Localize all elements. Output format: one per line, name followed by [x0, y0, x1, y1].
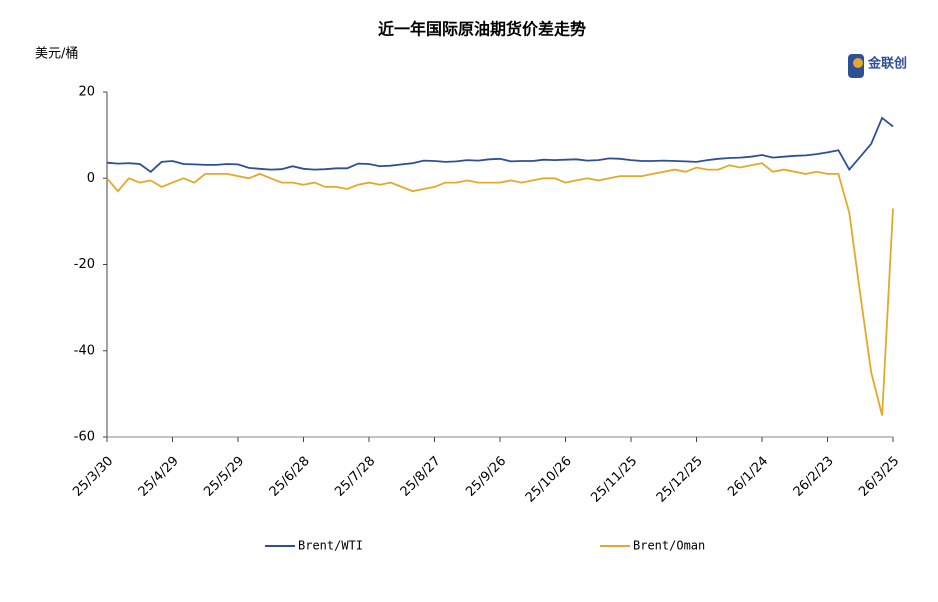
y-tick-label: -40 [74, 343, 95, 358]
x-tick-label: 25/12/25 [654, 454, 706, 506]
y-tick-label: 0 [87, 171, 95, 186]
x-tick-label: 25/4/29 [136, 454, 182, 500]
x-tick-label: 25/5/29 [201, 454, 247, 500]
x-tick-label: 25/6/28 [267, 454, 313, 500]
x-tick-label: 25/8/27 [398, 454, 444, 500]
x-tick-label: 25/7/28 [332, 454, 378, 500]
y-tick-label: -60 [74, 430, 95, 445]
x-tick-label: 25/3/30 [70, 454, 116, 500]
x-tick-label: 26/2/23 [791, 454, 837, 500]
x-tick-label: 25/10/26 [523, 454, 575, 506]
x-tick-label: 26/1/24 [725, 454, 771, 500]
x-tick-label: 25/11/25 [588, 454, 640, 506]
x-tick-label: 25/9/26 [463, 454, 509, 500]
series-line [106, 116, 894, 173]
x-tick-label: 26/3/25 [856, 454, 902, 500]
y-tick-label: -20 [74, 257, 95, 272]
series-line [106, 162, 894, 416]
logo-dot [853, 58, 863, 68]
legend-label: Brent/Oman [633, 539, 705, 553]
chart-title: 近一年国际原油期货价差走势 [378, 20, 586, 39]
y-axis-label: 美元/桶 [35, 47, 78, 62]
logo-text: 金联创 [867, 56, 907, 72]
legend-label: Brent/WTI [298, 539, 363, 553]
y-tick-label: 20 [78, 85, 95, 100]
